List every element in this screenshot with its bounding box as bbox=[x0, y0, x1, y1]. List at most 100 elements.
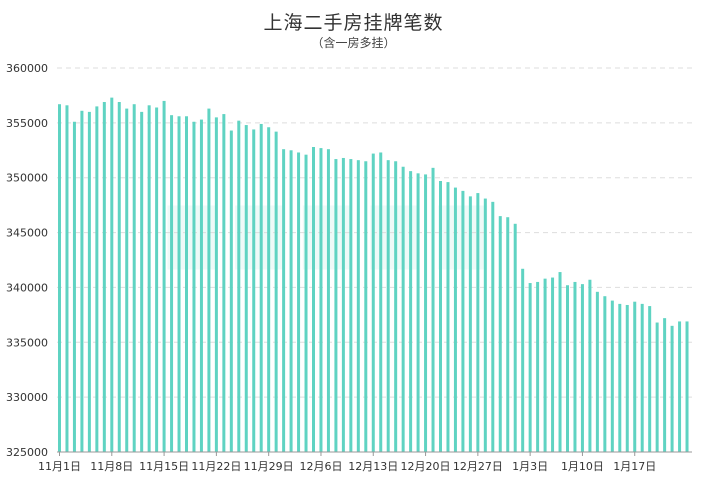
bar bbox=[147, 105, 151, 452]
y-tick-label: 345000 bbox=[6, 227, 48, 240]
bar bbox=[513, 223, 517, 452]
bar bbox=[267, 127, 271, 452]
y-tick-label: 325000 bbox=[6, 446, 48, 459]
bar bbox=[80, 110, 84, 452]
x-tick-label: 12月20日 bbox=[401, 460, 451, 473]
bar bbox=[648, 306, 652, 452]
bar bbox=[491, 201, 495, 452]
bar bbox=[244, 125, 248, 453]
y-tick-label: 355000 bbox=[6, 117, 48, 130]
bar bbox=[566, 285, 569, 452]
bar bbox=[633, 301, 637, 452]
bar bbox=[580, 284, 584, 452]
bar bbox=[72, 121, 76, 452]
bar bbox=[185, 116, 188, 452]
bar bbox=[678, 321, 682, 452]
bar bbox=[521, 268, 525, 452]
bar bbox=[424, 174, 428, 452]
x-tick-label: 1月10日 bbox=[561, 460, 604, 473]
bar bbox=[670, 325, 674, 452]
bar bbox=[214, 117, 218, 452]
bar bbox=[558, 272, 562, 452]
x-tick-label: 12月6日 bbox=[299, 460, 342, 473]
bar bbox=[274, 131, 278, 453]
bar bbox=[192, 121, 196, 452]
bar bbox=[155, 107, 159, 453]
x-tick-label: 11月29日 bbox=[244, 460, 294, 473]
bar bbox=[229, 130, 233, 452]
x-tick-label: 11月15日 bbox=[139, 460, 189, 473]
bar bbox=[341, 157, 345, 453]
bar bbox=[483, 198, 487, 452]
chart-subtitle: （含一房多挂） bbox=[311, 36, 396, 50]
bar bbox=[468, 196, 472, 452]
bar bbox=[326, 149, 330, 452]
bar bbox=[177, 116, 181, 452]
bar bbox=[289, 150, 293, 453]
bar bbox=[386, 160, 390, 452]
bar bbox=[551, 277, 555, 452]
bar bbox=[543, 278, 547, 452]
bar bbox=[58, 104, 61, 452]
bar bbox=[603, 296, 607, 452]
bar bbox=[573, 281, 577, 452]
x-tick-label: 12月27日 bbox=[453, 460, 503, 473]
bar bbox=[364, 161, 368, 452]
bar bbox=[237, 120, 241, 453]
x-tick-label: 11月1日 bbox=[38, 460, 81, 473]
bar bbox=[117, 102, 121, 453]
bar bbox=[498, 216, 502, 452]
y-tick-label: 335000 bbox=[6, 336, 48, 349]
bar bbox=[618, 303, 622, 452]
bar bbox=[259, 123, 263, 452]
bar bbox=[356, 160, 360, 452]
bar bbox=[506, 217, 510, 452]
bar bbox=[401, 166, 405, 452]
bar bbox=[334, 159, 338, 452]
y-tick-label: 340000 bbox=[6, 281, 48, 294]
x-tick-label: 12月13日 bbox=[348, 460, 398, 473]
x-tick-label: 11月22日 bbox=[191, 460, 241, 473]
bar bbox=[297, 152, 301, 453]
bar bbox=[312, 146, 315, 452]
y-tick-label: 360000 bbox=[6, 62, 48, 75]
bar bbox=[663, 318, 667, 452]
bar bbox=[349, 159, 353, 452]
x-tick-label: 11月8日 bbox=[90, 460, 133, 473]
bar bbox=[110, 97, 114, 452]
bar bbox=[379, 152, 383, 453]
bar bbox=[132, 104, 136, 452]
bar bbox=[685, 321, 689, 452]
x-tick-label: 1月17日 bbox=[613, 460, 656, 473]
bar bbox=[431, 167, 435, 452]
bar bbox=[95, 106, 99, 453]
bar bbox=[595, 291, 599, 452]
bar bbox=[439, 181, 442, 452]
bar bbox=[409, 171, 413, 453]
y-tick-label: 350000 bbox=[6, 172, 48, 185]
bar bbox=[319, 148, 323, 452]
bar bbox=[476, 193, 480, 452]
bar bbox=[416, 173, 420, 452]
bar bbox=[588, 279, 592, 452]
bar bbox=[625, 304, 629, 452]
bar bbox=[610, 300, 614, 452]
y-tick-label: 330000 bbox=[6, 391, 48, 404]
x-tick-label: 1月3日 bbox=[512, 460, 548, 473]
bar bbox=[536, 281, 540, 452]
bars bbox=[58, 97, 689, 453]
x-axis: 11月1日 11月8日 11月15日 11月22日 11月29日 12月6日 12月13日 1… bbox=[38, 451, 692, 473]
bar bbox=[162, 100, 166, 453]
bar bbox=[125, 108, 129, 452]
bar bbox=[102, 102, 106, 453]
bar bbox=[528, 283, 532, 452]
bar bbox=[65, 105, 69, 452]
y-axis: 325000 330000 335000 340000 345000 350000 3550… bbox=[6, 62, 48, 459]
chart-title: 上海二手房挂牌笔数 bbox=[263, 12, 444, 34]
bar bbox=[394, 161, 398, 452]
bar bbox=[252, 129, 256, 452]
bar bbox=[453, 187, 457, 453]
bar bbox=[304, 154, 308, 452]
bar bbox=[655, 322, 659, 452]
